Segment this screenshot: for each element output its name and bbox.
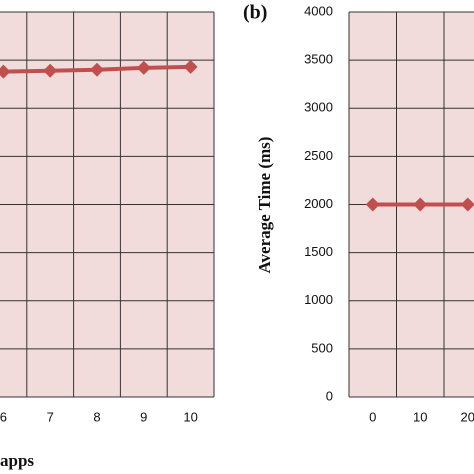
y-tick-label: 500 (311, 340, 333, 355)
panel-label: (b) (243, 2, 267, 24)
y-tick-label: 1500 (304, 244, 333, 259)
y-tick-label: 1000 (304, 292, 333, 307)
marker (90, 62, 104, 77)
y-tick-label: 2500 (304, 148, 333, 163)
x-tick-label: 9 (140, 409, 147, 424)
x-tick-label: 20 (461, 409, 474, 424)
x-tick-label: 6 (0, 409, 7, 424)
marker (365, 197, 380, 212)
x-tick-label: 10 (183, 409, 197, 424)
x-tick-label: 10 (413, 409, 427, 424)
x-tick-label: 7 (47, 409, 54, 424)
marker (136, 60, 151, 75)
marker (0, 64, 11, 79)
y-axis-label: Average Time (ms) (255, 137, 274, 274)
marker (413, 197, 428, 212)
marker (460, 197, 474, 212)
y-tick-label: 3500 (304, 52, 333, 67)
y-tick-label: 2000 (304, 196, 333, 211)
y-tick-label: 4000 (304, 3, 333, 18)
y-tick-label: 0 (326, 388, 333, 403)
x-axis-label: apps (0, 451, 34, 470)
x-tick-label: 8 (93, 409, 100, 424)
x-tick-label: 0 (369, 409, 376, 424)
marker (183, 59, 198, 74)
y-tick-label: 3000 (304, 100, 333, 115)
marker (43, 63, 58, 78)
